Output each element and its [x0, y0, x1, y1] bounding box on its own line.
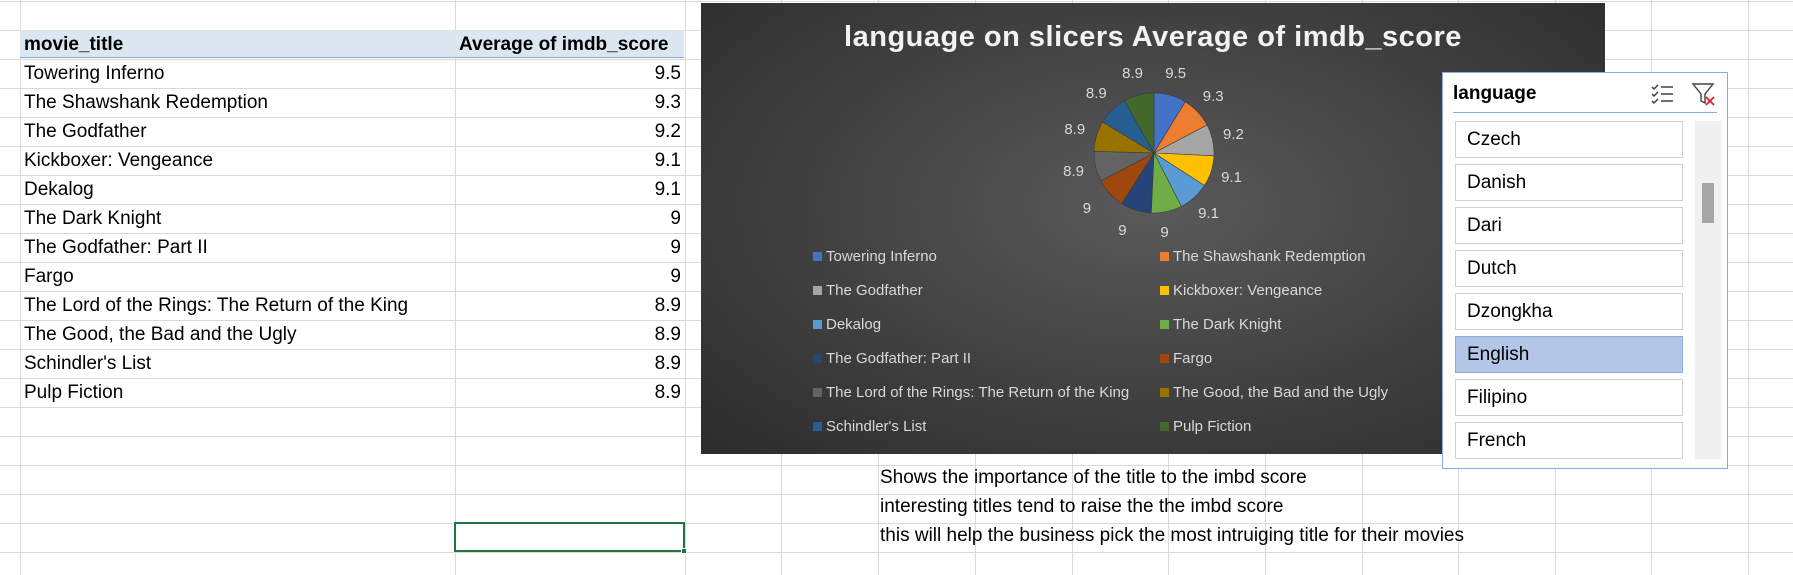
pie-data-label: 9 [1160, 224, 1169, 242]
fill-handle[interactable] [681, 548, 687, 554]
legend-swatch [1160, 421, 1169, 431]
legend-entry[interactable]: Dekalog [813, 315, 881, 335]
multi-select-icon[interactable] [1649, 81, 1675, 107]
legend-swatch [813, 285, 822, 295]
pivot-row-title[interactable]: The Lord of the Rings: The Return of the… [24, 295, 409, 316]
legend-swatch [813, 319, 822, 329]
slicer-scroll-thumb[interactable] [1702, 183, 1714, 223]
pivot-row-score[interactable]: 9.3 [654, 92, 681, 113]
pivot-header-movie-title[interactable]: movie_title [24, 34, 124, 55]
pie-data-label: 8.9 [1063, 162, 1084, 180]
pivot-row-title[interactable]: Towering Inferno [24, 63, 165, 84]
pie-data-label: 8.9 [1064, 120, 1086, 138]
legend-label: The Dark Knight [1173, 316, 1282, 333]
legend-label: Dekalog [826, 316, 882, 333]
legend-entry[interactable]: Schindler's List [813, 417, 926, 437]
legend-label: The Godfather [826, 282, 923, 299]
legend-entry[interactable]: Towering Inferno [813, 247, 937, 267]
pie-data-label: 9 [1118, 222, 1127, 240]
pivot-row-title[interactable]: Schindler's List [24, 353, 152, 374]
slicer-item-french[interactable]: French [1455, 422, 1683, 459]
pivot-header-row [20, 30, 684, 58]
pivot-row-title[interactable]: Dekalog [24, 179, 94, 200]
slicer-item-list: Czech Danish Dari Dutch Dzongkha English Filip… [1443, 121, 1693, 466]
legend-swatch [1160, 251, 1169, 261]
pivot-row-score[interactable]: 9 [670, 266, 681, 287]
legend-swatch [813, 251, 822, 261]
legend-entry[interactable]: The Dark Knight [1160, 315, 1281, 335]
slicer-item-dzongkha[interactable]: Dzongkha [1455, 293, 1683, 330]
pie-slice[interactable] [1124, 92, 1155, 155]
note-line-1: Shows the importance of the title to the… [880, 467, 1307, 488]
pie-data-label: 9.1 [1221, 168, 1242, 186]
legend-swatch [813, 421, 822, 431]
pivot-row-title[interactable]: The Good, the Bad and the Ugly [24, 324, 297, 345]
slicer-scrollbar[interactable] [1695, 121, 1721, 459]
pivot-row-title[interactable]: Kickboxer: Vengeance [24, 150, 214, 171]
pivot-row-score[interactable]: 9 [670, 237, 681, 258]
pivot-row-title[interactable]: The Godfather [24, 121, 147, 142]
clear-filter-icon[interactable] [1691, 81, 1717, 107]
note-line-2: interesting titles tend to raise the the… [880, 496, 1284, 517]
slicer-header: language [1453, 73, 1717, 113]
legend-swatch [1160, 387, 1169, 397]
slicer-item-dutch[interactable]: Dutch [1455, 250, 1683, 287]
legend-label: The Lord of the Rings: The Return of the… [826, 384, 1130, 401]
legend-label: Fargo [1173, 350, 1213, 367]
slicer-title: language [1453, 83, 1537, 104]
slicer-item-english[interactable]: English [1455, 336, 1683, 373]
legend-entry[interactable]: Fargo [1160, 349, 1212, 369]
pivot-row-title[interactable]: Pulp Fiction [24, 382, 124, 403]
pivot-row-score[interactable]: 9.1 [654, 150, 681, 171]
legend-label: Schindler's List [826, 418, 927, 435]
pie-data-label: 9.3 [1202, 87, 1224, 105]
pie-data-label: 8.9 [1085, 85, 1107, 103]
language-slicer[interactable]: language Czech Danish Dari Dutch Dzongkha Eng… [1442, 72, 1728, 469]
legend-label: The Godfather: Part II [826, 350, 972, 367]
pivot-row-score[interactable]: 8.9 [654, 324, 681, 345]
pivot-row-title[interactable]: The Shawshank Redemption [24, 92, 268, 113]
legend-entry[interactable]: The Godfather: Part II [813, 349, 971, 369]
pivot-row-title[interactable]: The Dark Knight [24, 208, 162, 229]
pie-data-label: 9.5 [1165, 65, 1187, 83]
slicer-item-danish[interactable]: Danish [1455, 164, 1683, 201]
pie-data-label: 9.1 [1198, 204, 1219, 222]
pivot-row-score[interactable]: 9.2 [654, 121, 681, 142]
legend-swatch [813, 387, 822, 397]
pivot-row-score[interactable]: 9.1 [654, 179, 681, 200]
legend-swatch [1160, 319, 1169, 329]
legend-entry[interactable]: Pulp Fiction [1160, 417, 1251, 437]
legend-label: Kickboxer: Vengeance [1173, 282, 1323, 299]
legend-swatch [1160, 353, 1169, 363]
note-line-3: this will help the business pick the mos… [880, 525, 1464, 546]
pivot-row-title[interactable]: The Godfather: Part II [24, 237, 208, 258]
chart-title: language on slicers Average of imdb_scor… [844, 21, 1462, 53]
pivot-row-score[interactable]: 9 [670, 208, 681, 229]
legend-label: The Good, the Bad and the Ugly [1173, 384, 1389, 401]
slicer-item-filipino[interactable]: Filipino [1455, 379, 1683, 416]
pivot-row-score[interactable]: 8.9 [654, 353, 681, 374]
legend-swatch [813, 353, 822, 363]
legend-entry[interactable]: The Good, the Bad and the Ugly [1160, 383, 1388, 403]
pie-data-label: 8.9 [1122, 64, 1144, 82]
selected-cell[interactable] [454, 522, 685, 552]
pivot-header-average-score[interactable]: Average of imdb_score [459, 34, 669, 55]
legend-label: Towering Inferno [826, 248, 937, 265]
pie-plot [1093, 92, 1215, 214]
slicer-item-dari[interactable]: Dari [1455, 207, 1683, 244]
legend-entry[interactable]: The Lord of the Rings: The Return of the… [813, 383, 1129, 403]
pivot-row-title[interactable]: Fargo [24, 266, 74, 287]
legend-swatch [1160, 285, 1169, 295]
legend-entry[interactable]: Kickboxer: Vengeance [1160, 281, 1322, 301]
pivot-row-score[interactable]: 8.9 [654, 382, 681, 403]
legend-label: Pulp Fiction [1173, 418, 1252, 435]
slicer-item-czech[interactable]: Czech [1455, 121, 1683, 158]
pivot-row-score[interactable]: 8.9 [654, 295, 681, 316]
pie-data-label: 9.2 [1223, 126, 1244, 144]
pie-data-label: 9 [1082, 199, 1092, 217]
pivot-row-score[interactable]: 9.5 [654, 63, 681, 84]
legend-entry[interactable]: The Godfather [813, 281, 923, 301]
legend-label: The Shawshank Redemption [1173, 248, 1366, 265]
legend-entry[interactable]: The Shawshank Redemption [1160, 247, 1366, 267]
